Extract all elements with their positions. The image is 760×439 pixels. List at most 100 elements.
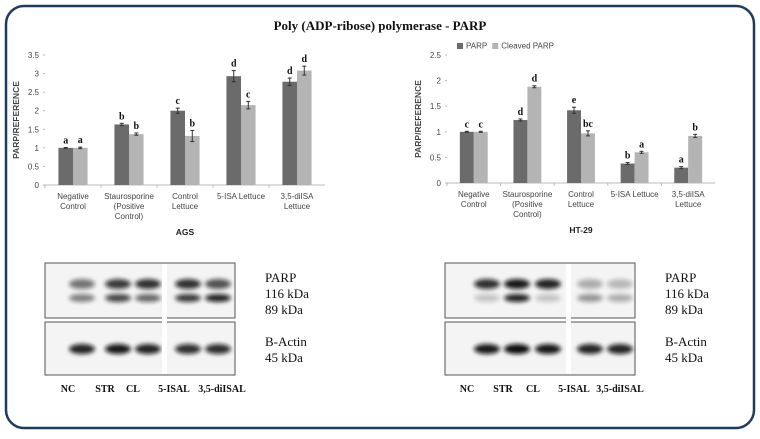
significance-letter: c xyxy=(465,119,470,130)
lane-label: CL xyxy=(126,384,140,395)
blot-band xyxy=(474,294,500,302)
significance-letter: a xyxy=(679,155,684,166)
label-line: Staurosporine xyxy=(104,192,154,201)
legend-label: PARP xyxy=(466,42,487,51)
legend-label: Cleaved PARP xyxy=(501,42,554,51)
bar xyxy=(674,167,689,183)
label-line: Control xyxy=(172,192,198,201)
reference-label: 45 kDa xyxy=(265,350,303,365)
y-tick-label: 2.5 xyxy=(28,88,40,97)
blot-band xyxy=(535,294,561,302)
bar xyxy=(114,124,129,185)
blot-band xyxy=(69,279,95,289)
bar xyxy=(241,105,256,185)
blot-band xyxy=(205,279,231,289)
lane-separator xyxy=(162,264,167,374)
blot-band xyxy=(205,294,231,302)
x-tick-label: 3,5-diISA Lettuce xyxy=(281,192,315,211)
protein-label: 116 kDa xyxy=(665,286,709,301)
blot-band xyxy=(175,344,201,354)
bar xyxy=(297,70,312,185)
blot-band xyxy=(135,294,161,302)
significance-letter: c xyxy=(246,89,251,100)
bar xyxy=(688,135,703,183)
significance-letter: a xyxy=(639,139,644,150)
bar xyxy=(567,110,581,183)
significance-letter: b xyxy=(119,111,125,122)
bar xyxy=(185,135,200,185)
legend-swatch xyxy=(492,43,499,49)
bar xyxy=(634,152,649,183)
label-line: (Positive xyxy=(512,200,543,209)
lane-label: STR xyxy=(493,384,513,395)
label-line: (Positive xyxy=(114,202,145,211)
blot-band xyxy=(577,279,603,289)
label-line: Staurosporine xyxy=(502,190,552,199)
blot-band xyxy=(135,344,161,354)
label-line: 5-ISA Lettuce xyxy=(217,192,266,201)
significance-letter: b xyxy=(692,122,698,133)
x-axis-label: AGS xyxy=(176,227,195,237)
y-tick-label: 1.5 xyxy=(430,102,442,111)
blot-panel xyxy=(444,262,636,319)
blot-band xyxy=(607,294,633,302)
y-tick-label: 0 xyxy=(35,181,40,190)
bar xyxy=(170,110,185,185)
y-tick-label: 2.5 xyxy=(430,51,442,60)
x-tick-label: Staurosporine (Positive Control) xyxy=(104,192,154,221)
bar xyxy=(129,134,144,185)
label-line: 3,5-diISA xyxy=(672,190,706,199)
bar xyxy=(226,76,241,185)
significance-letter: b xyxy=(625,151,631,162)
x-tick-label: 3,5-diISA Lettuce xyxy=(672,190,706,209)
bar xyxy=(581,133,595,183)
significance-letter: b xyxy=(133,121,139,132)
label-line: Negative xyxy=(57,192,89,201)
y-tick-label: 2 xyxy=(437,77,442,86)
lane-label: 3,5-diISAL xyxy=(198,384,246,395)
protein-label: 89 kDa xyxy=(665,302,703,317)
blot-band xyxy=(474,279,500,289)
blot-panel xyxy=(44,262,236,319)
significance-letter: d xyxy=(518,107,524,118)
label-line: Lettuce xyxy=(172,202,199,211)
lane-label: NC xyxy=(460,384,474,395)
lane-label: STR xyxy=(95,384,115,395)
blot-band xyxy=(504,294,530,302)
x-tick-label: Negative Control xyxy=(458,190,490,209)
blot-band xyxy=(577,294,603,302)
lane-label: 5-ISAL xyxy=(158,384,190,395)
protein-label: PARP xyxy=(665,270,696,285)
blot-band xyxy=(607,279,633,289)
x-tick-label: Control Lettuce xyxy=(172,192,199,211)
significance-letter: e xyxy=(572,95,577,106)
blot-band xyxy=(535,344,561,354)
bar xyxy=(282,81,297,185)
blot-band xyxy=(69,294,95,302)
blot-band xyxy=(607,344,633,354)
y-tick-label: 2 xyxy=(35,107,40,116)
bar xyxy=(620,163,635,183)
significance-letter: c xyxy=(479,119,484,130)
significance-letter: c xyxy=(175,96,180,107)
label-line: Lettuce xyxy=(568,200,595,209)
x-tick-label: 5-ISA Lettuce xyxy=(217,192,266,201)
protein-label: 116 kDa xyxy=(265,286,309,301)
blot-band xyxy=(105,279,131,289)
bar xyxy=(473,131,488,183)
reference-label: B-Actin xyxy=(265,334,307,349)
blot-band xyxy=(474,344,500,354)
blot-band xyxy=(535,279,561,289)
label-line: Lettuce xyxy=(284,202,311,211)
bar xyxy=(459,131,474,183)
figure-title: Poly (ADP-ribose) polymerase - PARP xyxy=(274,18,487,33)
blot-band xyxy=(135,279,161,289)
significance-letter: d xyxy=(532,74,538,85)
blot-band xyxy=(175,279,201,289)
y-tick-label: 1 xyxy=(35,144,40,153)
y-tick-label: 0.5 xyxy=(28,162,40,171)
label-line: 5-ISA Lettuce xyxy=(611,190,660,199)
x-axis-label: HT-29 xyxy=(569,225,592,235)
label-line: Lettuce xyxy=(675,200,702,209)
